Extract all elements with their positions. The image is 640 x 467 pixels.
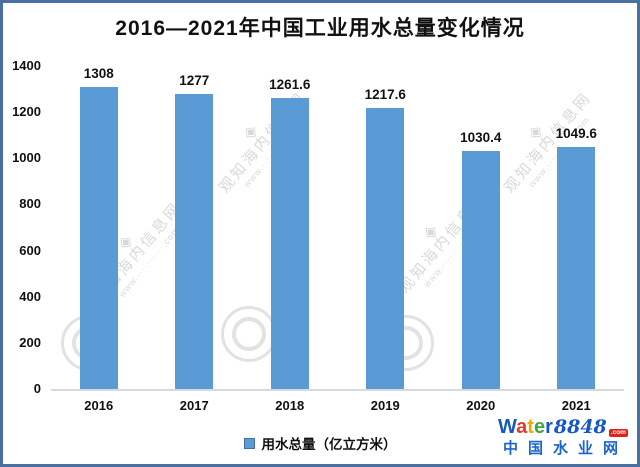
bar-value-label: 1308: [83, 66, 114, 81]
bar-column: 1049.6 2021: [529, 66, 625, 413]
logo-word: Water: [498, 416, 553, 438]
bar-2021: [557, 147, 596, 389]
bar-column: 1030.4 2020: [433, 66, 529, 413]
x-axis-label: 2016: [84, 398, 114, 413]
bar-value-label: 1217.6: [364, 87, 406, 102]
x-axis-label: 2018: [275, 398, 305, 413]
bar-2017: [175, 94, 214, 389]
y-axis-tick: 0: [33, 381, 41, 396]
bar-value-label: 1277: [179, 73, 210, 88]
y-axis-tick: 800: [19, 196, 41, 212]
logo-com-badge: .com: [608, 428, 628, 437]
plot-area: 1308 2016 1277 2017 1261.6 2018 1217.6 2019 1030…: [51, 66, 625, 413]
y-axis-tick: 600: [19, 242, 41, 258]
bar-column: 1308 2016: [51, 66, 147, 413]
y-axis-tick: 1200: [12, 104, 41, 120]
bar-value-label: 1049.6: [555, 126, 597, 141]
bar-column: 1261.6 2018: [242, 66, 338, 413]
bar-value-label: 1030.4: [460, 130, 502, 145]
y-axis-tick: 200: [19, 334, 41, 350]
logo-subtitle: 中国水业网: [502, 440, 628, 457]
legend-label: 用水总量（亿立方米）: [261, 437, 397, 452]
chart-legend: 用水总量（亿立方米）: [3, 433, 637, 453]
bar-value-label: 1261.6: [269, 77, 311, 92]
water8848-logo: Water 8848 .com 中国水业网: [498, 417, 628, 456]
bar-column: 1217.6 2019: [338, 66, 434, 413]
x-axis-label: 2020: [466, 398, 496, 413]
x-axis-label: 2021: [561, 398, 591, 413]
y-axis-tick: 1000: [12, 150, 41, 166]
x-axis-label: 2017: [179, 398, 209, 413]
bar-2020: [461, 151, 500, 389]
chart-title: 2016—2021年中国工业用水总量变化情况: [115, 17, 525, 40]
bar-2016: [79, 87, 118, 389]
y-axis-tick: 1400: [12, 58, 41, 73]
y-axis-tick: 400: [19, 288, 41, 304]
bar-column: 1277 2017: [147, 66, 243, 413]
x-axis-label: 2019: [370, 398, 400, 413]
bar-2018: [270, 98, 309, 389]
bar-2019: [366, 108, 405, 389]
logo-number: 8848: [553, 416, 607, 438]
legend-marker-icon: [243, 437, 255, 449]
